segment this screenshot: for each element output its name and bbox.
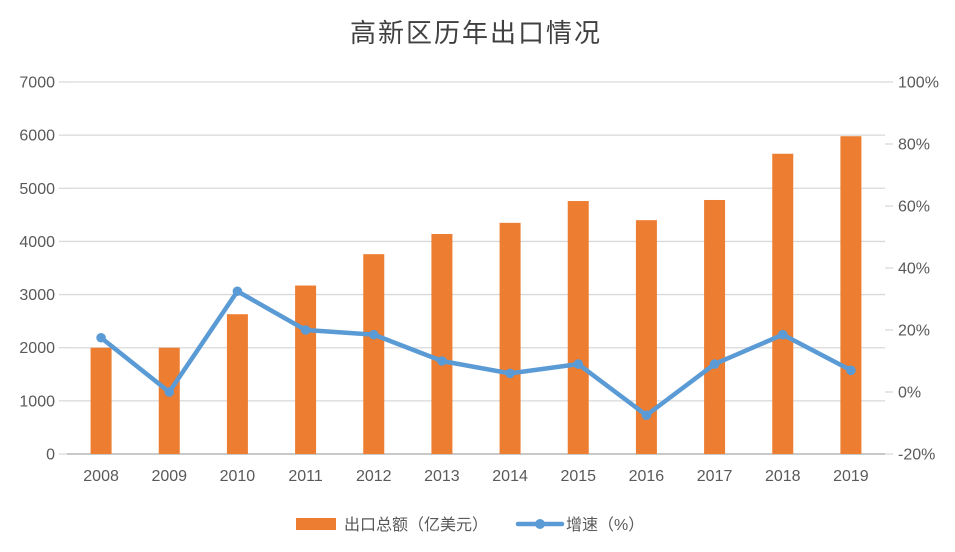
left-axis-tick-label: 7000: [19, 75, 55, 92]
growth-marker-2014: [505, 368, 515, 379]
x-axis-tick-label: 2015: [560, 468, 596, 485]
growth-marker-2009: [164, 387, 175, 397]
x-axis-tick-label: 2011: [288, 468, 323, 485]
right-axis-tick-label: 40%: [898, 261, 930, 278]
growth-marker-2017: [709, 359, 720, 369]
right-axis-tick-label: 20%: [898, 323, 930, 340]
bar-2014: [499, 222, 521, 454]
bar-2018: [772, 153, 794, 454]
x-axis-tick-label: 2016: [629, 468, 665, 485]
growth-marker-2018: [777, 329, 788, 340]
bar-2016: [635, 220, 657, 454]
bar-2013: [431, 233, 453, 454]
bar-2011: [295, 285, 317, 454]
left-axis-tick-label: 0: [46, 447, 55, 464]
x-axis-tick-label: 2008: [83, 468, 119, 485]
left-axis-tick-label: 1000: [19, 393, 55, 410]
right-axis-tick-label: 0%: [898, 385, 921, 402]
bar-2015: [567, 201, 589, 454]
grid-layer: [67, 81, 885, 455]
axis-layer: 0 1000 2000 3000 4000 5000 6000 7000 -20% 0% 20% 40…: [19, 75, 939, 486]
x-axis-tick-label: 2010: [220, 468, 256, 485]
left-axis-tick-label: 4000: [19, 234, 55, 251]
growth-marker-2019: [846, 365, 856, 376]
bar-2008: [90, 347, 112, 454]
bar-2012: [363, 254, 385, 454]
x-axis-tick-label: 2012: [356, 468, 392, 485]
x-axis-tick-label: 2009: [151, 468, 187, 485]
legend-bar-swatch-icon: [296, 518, 336, 530]
bar-2009: [158, 347, 180, 454]
right-axis-tick-label: -20%: [898, 447, 935, 464]
x-axis-tick-label: 2017: [697, 468, 733, 485]
x-axis-tick-label: 2013: [424, 468, 460, 485]
line-series-layer: [96, 286, 856, 421]
growth-line: [98, 289, 854, 418]
legend-line-marker-icon: [535, 519, 545, 529]
growth-marker-2008: [96, 332, 106, 343]
growth-marker-2011: [300, 325, 311, 335]
bar-2019: [840, 136, 862, 454]
growth-marker-2012: [368, 329, 379, 340]
bar-2017: [704, 199, 726, 454]
right-axis-tick-label: 100%: [898, 75, 939, 92]
growth-marker-2015: [573, 359, 584, 369]
x-axis-tick-label: 2019: [833, 468, 869, 485]
left-axis-tick-label: 6000: [19, 128, 55, 145]
x-axis-tick-label: 2014: [492, 468, 528, 485]
left-axis-tick-label: 3000: [19, 287, 55, 304]
x-axis-tick-label: 2018: [765, 468, 801, 485]
bar-2010: [226, 314, 248, 454]
chart-legend: 出口总额（亿美元） 增速（%）: [296, 516, 644, 534]
legend-line-label: 增速（%）: [566, 516, 644, 534]
left-axis-tick-label: 5000: [19, 181, 55, 198]
left-axis-tick-label: 2000: [19, 340, 55, 357]
chart-title: 高新区历年出口情况: [350, 19, 602, 49]
right-axis-tick-label: 80%: [898, 137, 930, 154]
legend-bar-label: 出口总额（亿美元）: [344, 516, 488, 534]
growth-marker-2016: [641, 410, 652, 421]
right-axis-tick-label: 60%: [898, 199, 930, 216]
growth-marker-2010: [232, 286, 243, 297]
growth-marker-2013: [437, 356, 447, 366]
